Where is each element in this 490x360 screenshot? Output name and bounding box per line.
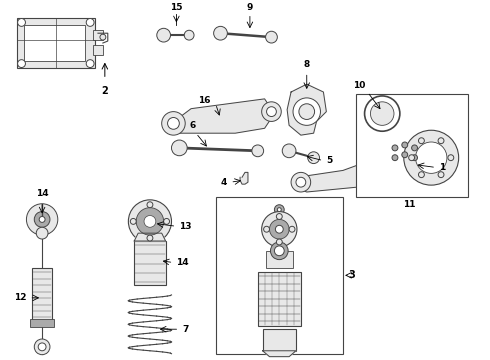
Circle shape: [18, 18, 25, 26]
Circle shape: [164, 219, 170, 224]
Circle shape: [276, 213, 282, 220]
Polygon shape: [134, 233, 166, 241]
Circle shape: [168, 117, 179, 129]
Bar: [24, 25, 85, 60]
Circle shape: [36, 227, 48, 239]
Circle shape: [277, 208, 281, 212]
Circle shape: [276, 239, 282, 245]
Circle shape: [418, 138, 424, 144]
Circle shape: [291, 172, 311, 192]
Text: 16: 16: [198, 96, 211, 105]
Circle shape: [370, 102, 394, 125]
Circle shape: [270, 220, 289, 239]
Circle shape: [415, 145, 434, 165]
Bar: [32, 269, 52, 322]
Circle shape: [38, 343, 46, 351]
Circle shape: [157, 28, 171, 42]
Bar: [356, 94, 468, 197]
Polygon shape: [294, 148, 431, 192]
Bar: [30, 319, 54, 327]
Circle shape: [100, 34, 106, 40]
Circle shape: [438, 138, 444, 144]
Circle shape: [282, 144, 296, 158]
Circle shape: [296, 177, 306, 187]
Bar: [134, 241, 166, 285]
Text: 11: 11: [403, 200, 416, 209]
Circle shape: [252, 145, 264, 157]
Bar: [263, 329, 296, 351]
Circle shape: [266, 31, 277, 43]
Circle shape: [308, 152, 319, 163]
Circle shape: [130, 219, 136, 224]
Circle shape: [448, 155, 454, 161]
Bar: [266, 251, 293, 269]
Bar: [93, 45, 103, 55]
Circle shape: [289, 226, 295, 232]
Text: 8: 8: [304, 60, 310, 69]
Circle shape: [262, 102, 281, 121]
Circle shape: [438, 172, 444, 177]
Text: 2: 2: [101, 86, 108, 96]
Circle shape: [267, 107, 276, 117]
Text: 6: 6: [190, 121, 196, 130]
Circle shape: [86, 18, 94, 26]
Circle shape: [416, 142, 447, 174]
Circle shape: [34, 212, 50, 227]
Circle shape: [409, 155, 415, 161]
Circle shape: [147, 235, 153, 241]
Circle shape: [402, 152, 408, 158]
Polygon shape: [240, 172, 248, 184]
Circle shape: [39, 216, 45, 222]
Bar: [17, 18, 95, 68]
Circle shape: [26, 204, 58, 235]
Circle shape: [274, 205, 284, 215]
Circle shape: [404, 130, 459, 185]
Bar: [258, 273, 301, 326]
Circle shape: [86, 60, 94, 68]
Text: 10: 10: [353, 81, 366, 90]
Circle shape: [162, 112, 185, 135]
Bar: [216, 197, 343, 354]
Circle shape: [402, 142, 408, 148]
Text: 4: 4: [221, 178, 227, 187]
Text: 15: 15: [170, 3, 183, 12]
Circle shape: [172, 140, 187, 156]
Text: 7: 7: [182, 325, 189, 334]
Circle shape: [144, 216, 156, 227]
Circle shape: [18, 60, 25, 68]
Circle shape: [412, 145, 417, 151]
Circle shape: [136, 208, 164, 235]
Text: 9: 9: [246, 3, 253, 12]
Text: 13: 13: [179, 222, 192, 231]
Bar: [93, 30, 103, 40]
Circle shape: [392, 155, 398, 161]
Text: 14: 14: [36, 189, 49, 198]
Circle shape: [264, 226, 270, 232]
Circle shape: [147, 202, 153, 208]
Polygon shape: [172, 99, 274, 133]
Circle shape: [275, 225, 283, 233]
Text: 14: 14: [176, 258, 189, 267]
Text: 1: 1: [439, 163, 445, 172]
Circle shape: [34, 339, 50, 355]
Circle shape: [299, 104, 315, 120]
Circle shape: [274, 246, 284, 256]
Circle shape: [418, 172, 424, 177]
Circle shape: [270, 242, 288, 260]
Text: 3: 3: [348, 270, 355, 280]
Circle shape: [262, 212, 297, 247]
Circle shape: [392, 145, 398, 151]
Text: 5: 5: [326, 156, 333, 165]
Polygon shape: [287, 84, 326, 135]
Circle shape: [214, 26, 227, 40]
Circle shape: [184, 30, 194, 40]
Circle shape: [412, 155, 417, 161]
Polygon shape: [263, 351, 296, 357]
Circle shape: [293, 98, 320, 125]
Circle shape: [419, 150, 429, 159]
Circle shape: [128, 200, 171, 243]
Text: 12: 12: [14, 293, 26, 302]
